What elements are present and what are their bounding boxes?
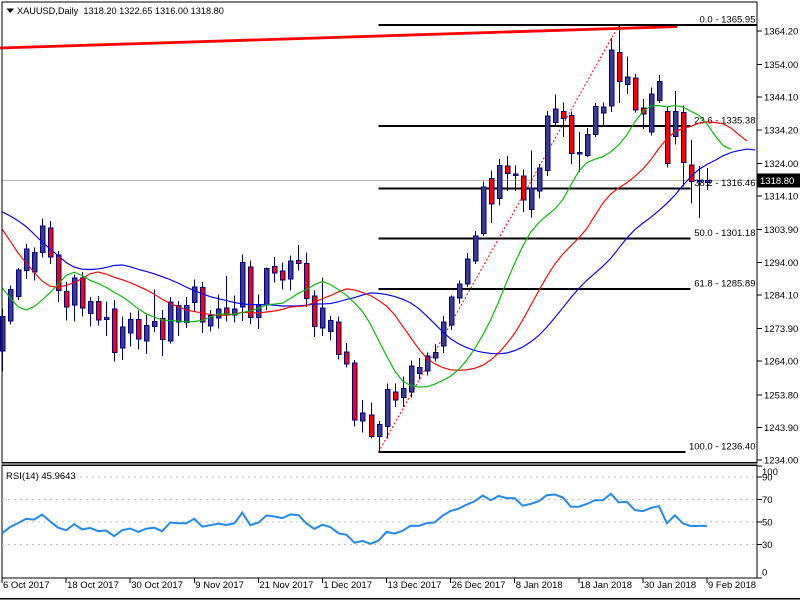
svg-text:1364.20: 1364.20 bbox=[764, 27, 798, 38]
svg-text:1 Dec 2017: 1 Dec 2017 bbox=[323, 580, 372, 591]
svg-text:13 Dec 2017: 13 Dec 2017 bbox=[388, 580, 442, 591]
svg-text:30: 30 bbox=[762, 540, 773, 551]
svg-text:1234.00: 1234.00 bbox=[764, 456, 798, 467]
svg-text:0: 0 bbox=[762, 568, 767, 579]
svg-text:1324.00: 1324.00 bbox=[764, 159, 798, 170]
svg-text:26 Dec 2017: 26 Dec 2017 bbox=[452, 580, 506, 591]
svg-text:70: 70 bbox=[762, 495, 773, 506]
svg-text:61.8 - 1285.89: 61.8 - 1285.89 bbox=[694, 279, 755, 290]
svg-text:9 Feb 2018: 9 Feb 2018 bbox=[708, 580, 756, 591]
svg-text:100.0 - 1236.40: 100.0 - 1236.40 bbox=[689, 442, 756, 453]
svg-text:1294.00: 1294.00 bbox=[764, 258, 798, 269]
svg-text:30 Oct 2017: 30 Oct 2017 bbox=[131, 580, 183, 591]
svg-text:90: 90 bbox=[762, 473, 773, 484]
svg-text:6 Oct 2017: 6 Oct 2017 bbox=[3, 580, 49, 591]
svg-text:1354.00: 1354.00 bbox=[764, 60, 798, 71]
svg-text:18 Jan 2018: 18 Jan 2018 bbox=[580, 580, 632, 591]
svg-text:23.6 - 1335.38: 23.6 - 1335.38 bbox=[694, 116, 755, 127]
svg-text:9 Nov 2017: 9 Nov 2017 bbox=[195, 580, 244, 591]
svg-text:1318.80: 1318.80 bbox=[760, 176, 794, 187]
svg-text:18 Oct 2017: 18 Oct 2017 bbox=[67, 580, 119, 591]
svg-text:38.2 - 1316.46: 38.2 - 1316.46 bbox=[694, 178, 755, 189]
svg-text:50: 50 bbox=[762, 518, 773, 529]
svg-text:1284.10: 1284.10 bbox=[764, 290, 798, 301]
svg-text:21 Nov 2017: 21 Nov 2017 bbox=[259, 580, 313, 591]
svg-text:1264.00: 1264.00 bbox=[764, 357, 798, 368]
svg-text:1314.10: 1314.10 bbox=[764, 192, 798, 203]
svg-text:100: 100 bbox=[762, 467, 778, 478]
svg-text:1253.80: 1253.80 bbox=[764, 390, 798, 401]
svg-text:8 Jan 2018: 8 Jan 2018 bbox=[516, 580, 563, 591]
svg-text:0.0 - 1365.95: 0.0 - 1365.95 bbox=[700, 15, 756, 26]
svg-text:1344.10: 1344.10 bbox=[764, 93, 798, 104]
svg-text:1334.20: 1334.20 bbox=[764, 125, 798, 136]
svg-text:1273.90: 1273.90 bbox=[764, 324, 798, 335]
svg-text:RSI(14) 45.9643: RSI(14) 45.9643 bbox=[6, 471, 76, 482]
svg-text:1243.90: 1243.90 bbox=[764, 423, 798, 434]
svg-text:30 Jan 2018: 30 Jan 2018 bbox=[644, 580, 696, 591]
svg-text:50.0 - 1301.18: 50.0 - 1301.18 bbox=[694, 228, 755, 239]
svg-text:XAUUSD,Daily 1318.20 1322.65: XAUUSD,Daily 1318.20 1322.65 1316.00 131… bbox=[17, 6, 224, 16]
svg-text:1303.90: 1303.90 bbox=[764, 225, 798, 236]
